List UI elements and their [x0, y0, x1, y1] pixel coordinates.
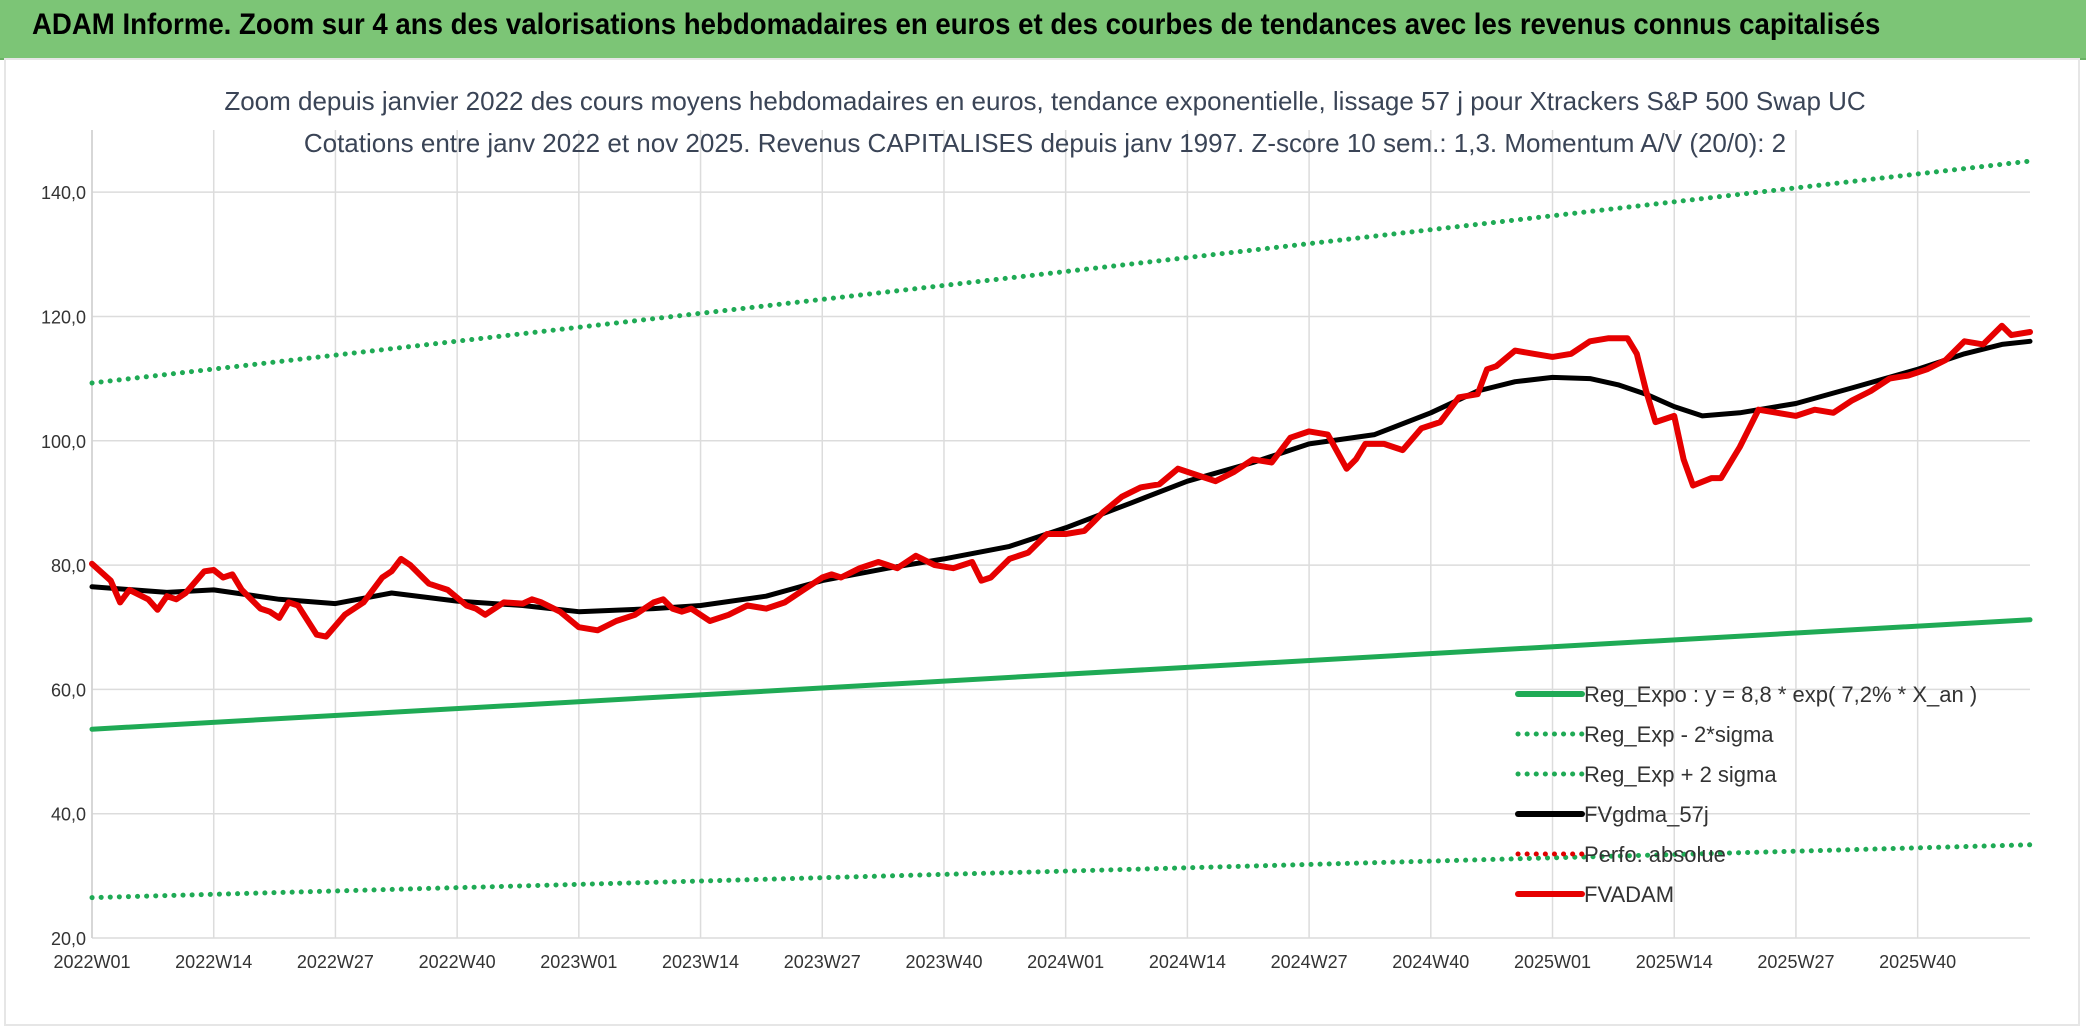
legend-label-2: Reg_Exp + 2 sigma — [1584, 762, 1777, 787]
chart-title: Zoom depuis janvier 2022 des cours moyen… — [224, 86, 1865, 116]
x-tick-label: 2025W01 — [1514, 952, 1591, 972]
x-axis: 2022W01 2022W14 2022W27 2022W40 2023W01 2023W… — [53, 952, 1956, 972]
legend-label-1: Reg_Exp - 2*sigma — [1584, 722, 1774, 747]
x-tick-label: 2022W01 — [53, 952, 130, 972]
x-tick-label: 2022W14 — [175, 952, 252, 972]
y-tick-label: 100,0 — [41, 432, 86, 452]
legend-label-4: Perfo. absolue — [1584, 842, 1726, 867]
series-line-0 — [89, 617, 2033, 732]
y-tick-label: 20,0 — [51, 929, 86, 949]
series-line-3 — [89, 338, 2033, 615]
x-tick-label: 2024W14 — [1149, 952, 1226, 972]
y-tick-label: 120,0 — [41, 307, 86, 327]
legend: Reg_Expo : y = 8,8 * exp( 7,2% * X_an ) R… — [1515, 682, 1977, 907]
series-line-2 — [89, 158, 2033, 386]
x-tick-label: 2023W27 — [784, 952, 861, 972]
banner-title: ADAM Informe. Zoom sur 4 ans des valoris… — [32, 8, 1881, 41]
series-line-5 — [89, 322, 2033, 640]
legend-label-0: Reg_Expo : y = 8,8 * exp( 7,2% * X_an ) — [1584, 682, 1977, 707]
x-tick-label: 2024W01 — [1027, 952, 1104, 972]
y-tick-label: 60,0 — [51, 680, 86, 700]
x-tick-label: 2023W01 — [540, 952, 617, 972]
x-tick-label: 2023W14 — [662, 952, 739, 972]
x-tick-label: 2024W40 — [1392, 952, 1469, 972]
x-tick-label: 2022W40 — [419, 952, 496, 972]
x-tick-label: 2025W14 — [1636, 952, 1713, 972]
x-tick-label: 2024W27 — [1271, 952, 1348, 972]
y-tick-label: 80,0 — [51, 556, 86, 576]
legend-label-5: FVADAM — [1584, 882, 1674, 907]
y-axis: 20,0 40,0 60,0 80,0 100,0 120,0 140,0 — [41, 183, 86, 949]
grid — [91, 130, 2030, 939]
y-tick-label: 40,0 — [51, 805, 86, 825]
banner: ADAM Informe. Zoom sur 4 ans des valoris… — [0, 0, 2086, 60]
legend-label-3: FVgdma_57j — [1584, 802, 1709, 827]
y-tick-label: 140,0 — [41, 183, 86, 203]
series-line-1 — [89, 842, 2033, 901]
x-tick-label: 2023W40 — [905, 952, 982, 972]
x-tick-label: 2022W27 — [297, 952, 374, 972]
chart-frame — [4, 58, 2080, 1026]
x-tick-label: 2025W40 — [1879, 952, 1956, 972]
chart-subtitle: Cotations entre janv 2022 et nov 2025. R… — [304, 128, 1786, 158]
x-tick-label: 2025W27 — [1757, 952, 1834, 972]
plot-area — [89, 158, 2033, 901]
